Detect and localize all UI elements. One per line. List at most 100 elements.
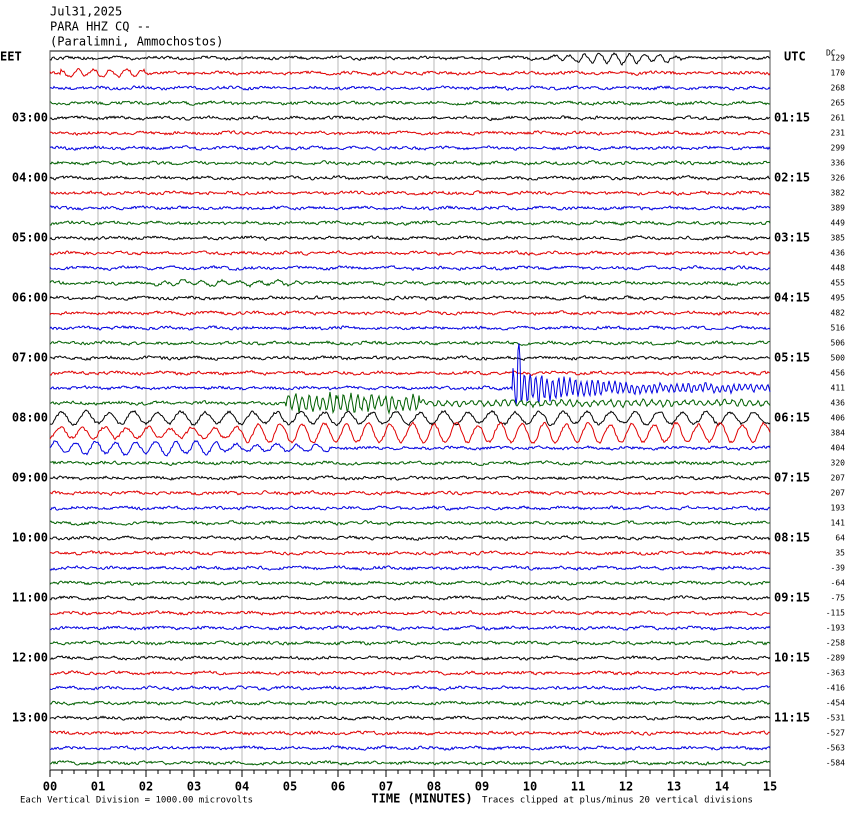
trace	[49, 744, 771, 751]
x-tick-label: 01	[91, 780, 105, 794]
x-tick-label: 04	[235, 780, 249, 794]
x-tick-label: 06	[331, 780, 345, 794]
trace	[49, 535, 771, 541]
dc-value: -584	[826, 759, 845, 768]
trace	[49, 610, 771, 616]
x-tick-label: 15	[763, 780, 777, 794]
trace	[49, 520, 771, 526]
dc-value: 448	[831, 264, 846, 273]
dc-value: 436	[831, 399, 846, 408]
trace	[49, 115, 771, 122]
trace	[49, 85, 771, 91]
trace	[49, 52, 771, 66]
dc-value: 495	[831, 294, 846, 303]
right-time-label: 02:15	[774, 171, 810, 185]
right-time-label: 11:15	[774, 711, 810, 725]
x-tick-label: 10	[523, 780, 537, 794]
trace	[49, 310, 770, 316]
dc-value: 482	[831, 309, 846, 318]
dc-value: -531	[826, 714, 845, 723]
dc-value: 268	[831, 84, 846, 93]
dc-value: 411	[831, 384, 846, 393]
dc-value: -563	[826, 744, 845, 753]
trace	[49, 190, 770, 196]
left-axis-label: EET	[0, 50, 22, 64]
right-time-label: 08:15	[774, 531, 810, 545]
dc-value: 129	[831, 54, 846, 63]
dc-value: 231	[831, 129, 846, 138]
dc-value: 336	[831, 159, 846, 168]
dc-value: 35	[835, 549, 845, 558]
x-tick-label: 09	[475, 780, 489, 794]
dc-value: 261	[831, 114, 846, 123]
dc-value: 506	[831, 339, 846, 348]
trace	[50, 343, 771, 406]
x-axis-label: TIME (MINUTES)	[371, 792, 472, 806]
trace	[49, 700, 771, 706]
trace	[49, 278, 771, 288]
dc-value: 326	[831, 174, 846, 183]
trace	[49, 250, 771, 256]
trace	[49, 355, 771, 361]
trace	[49, 67, 771, 79]
dc-value: -363	[826, 669, 845, 678]
left-time-label: 04:00	[12, 171, 48, 185]
trace	[50, 391, 771, 415]
trace	[49, 175, 771, 181]
right-axis-label: UTC	[784, 50, 806, 64]
dc-value: -416	[826, 684, 845, 693]
x-tick-label: 03	[187, 780, 201, 794]
dc-value: -115	[826, 609, 845, 618]
x-tick-label: 05	[283, 780, 297, 794]
x-tick-label: 11	[571, 780, 585, 794]
trace	[49, 440, 771, 457]
dc-value: 404	[831, 444, 846, 453]
trace	[49, 100, 771, 106]
left-time-label: 13:00	[12, 711, 48, 725]
trace	[49, 760, 771, 767]
trace	[49, 220, 771, 226]
dc-value: 320	[831, 459, 846, 468]
trace	[49, 160, 771, 166]
dc-value: 385	[831, 234, 846, 243]
trace	[49, 295, 771, 301]
left-time-label: 09:00	[12, 471, 48, 485]
left-time-label: 05:00	[12, 231, 48, 245]
dc-value: 141	[831, 519, 846, 528]
dc-value: 516	[831, 324, 846, 333]
left-time-label: 06:00	[12, 291, 48, 305]
trace	[49, 565, 771, 571]
dc-value: 382	[831, 189, 846, 198]
dc-value: -39	[831, 564, 846, 573]
x-tick-label: 02	[139, 780, 153, 794]
trace	[49, 235, 771, 241]
clip-note: Traces clipped at plus/minus 20 vertical…	[482, 796, 753, 806]
header-line: Jul31,2025	[50, 5, 122, 19]
trace	[49, 580, 771, 586]
dc-value: -75	[831, 594, 846, 603]
dc-value: 456	[831, 369, 846, 378]
trace	[49, 370, 771, 376]
trace	[49, 265, 771, 272]
dc-value: 449	[831, 219, 846, 228]
right-time-label: 03:15	[774, 231, 810, 245]
trace	[49, 715, 771, 721]
trace	[49, 625, 771, 631]
trace	[49, 475, 771, 481]
dc-value: 299	[831, 144, 846, 153]
x-tick-label: 13	[667, 780, 681, 794]
trace	[49, 460, 771, 467]
right-time-label: 01:15	[774, 111, 810, 125]
trace	[49, 640, 771, 646]
trace	[49, 730, 771, 736]
trace	[49, 145, 771, 152]
dc-value: 193	[831, 504, 846, 513]
dc-value: -289	[826, 654, 845, 663]
x-tick-label: 08	[427, 780, 441, 794]
right-time-label: 07:15	[774, 471, 810, 485]
dc-value: -258	[826, 639, 845, 648]
trace	[49, 595, 771, 601]
right-time-label: 09:15	[774, 591, 810, 605]
trace	[49, 340, 771, 346]
